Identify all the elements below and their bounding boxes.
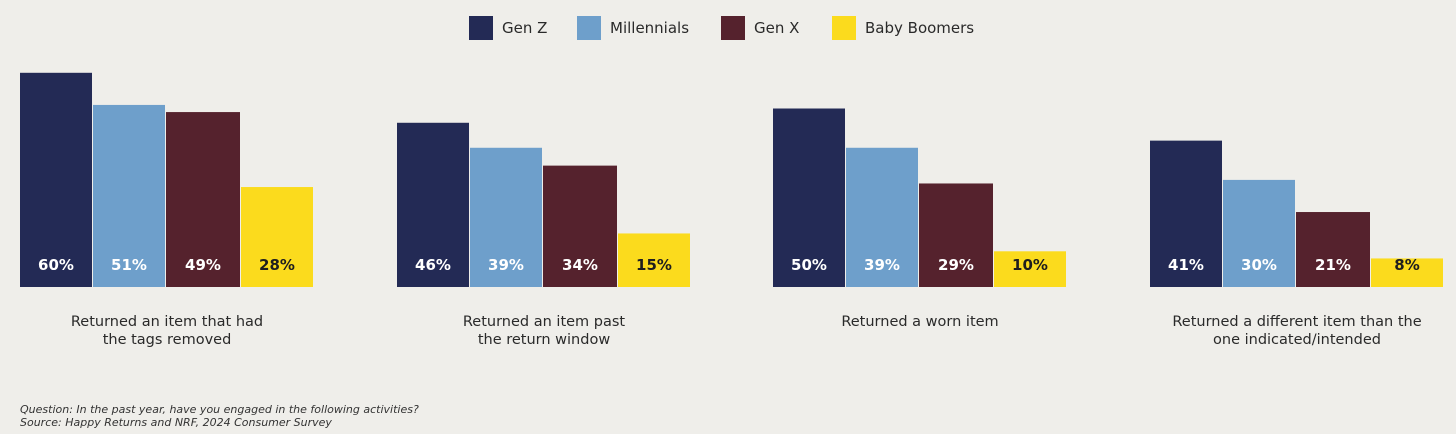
bar bbox=[618, 233, 690, 287]
bar-value-label: 50% bbox=[791, 256, 827, 274]
legend-swatch-millennials bbox=[577, 16, 601, 40]
bar-value-label: 15% bbox=[636, 256, 672, 274]
bar bbox=[773, 108, 845, 287]
bar bbox=[1296, 212, 1370, 287]
survey-question: Question: In the past year, have you eng… bbox=[20, 403, 419, 416]
bar-value-label: 28% bbox=[259, 256, 295, 274]
bar bbox=[1371, 258, 1443, 287]
bar bbox=[241, 187, 313, 287]
bar bbox=[93, 104, 165, 288]
bar-value-label: 34% bbox=[562, 256, 598, 274]
bar-value-label: 8% bbox=[1394, 256, 1419, 274]
legend-label-gen-x: Gen X bbox=[754, 19, 799, 37]
chart-legend: Gen Z Millennials Gen X Baby Boomers bbox=[469, 16, 974, 40]
bar bbox=[470, 147, 542, 287]
legend-swatch-baby-boomers bbox=[832, 16, 856, 40]
bar-value-label: 39% bbox=[864, 256, 900, 274]
bar-group-1: 60% 51% 49% 28% Returned an item that had the… bbox=[20, 72, 313, 348]
bar-value-label: 60% bbox=[38, 256, 74, 274]
legend-label-baby-boomers: Baby Boomers bbox=[865, 19, 974, 37]
legend-swatch-gen-z bbox=[469, 16, 493, 40]
bar-value-label: 10% bbox=[1012, 256, 1048, 274]
bar bbox=[397, 122, 469, 287]
bar bbox=[994, 251, 1066, 287]
bar bbox=[1223, 179, 1295, 287]
bar-value-label: 41% bbox=[1168, 256, 1204, 274]
category-label: Returned a worn item bbox=[841, 314, 998, 330]
bar-value-label: 51% bbox=[111, 256, 147, 274]
bar-value-label: 30% bbox=[1241, 256, 1277, 274]
category-label: Returned an item past bbox=[463, 314, 626, 330]
bar-group-3: 50% 39% 29% 10% Returned a worn item bbox=[773, 108, 1066, 330]
bar-value-label: 29% bbox=[938, 256, 974, 274]
bar-groups: 60% 51% 49% 28% Returned an item that had the… bbox=[20, 72, 1443, 348]
bar bbox=[1150, 140, 1222, 287]
bar-value-label: 21% bbox=[1315, 256, 1351, 274]
category-label: Returned a different item than the bbox=[1172, 314, 1421, 330]
legend-label-millennials: Millennials bbox=[610, 19, 689, 37]
bar-group-4: 41% 30% 21% 8% Returned a different item tha… bbox=[1150, 140, 1443, 348]
category-label: Returned an item that had bbox=[71, 314, 263, 330]
bar bbox=[919, 183, 993, 287]
bar bbox=[846, 147, 918, 287]
bar bbox=[166, 112, 240, 287]
category-label: the tags removed bbox=[103, 332, 232, 348]
legend-swatch-gen-x bbox=[721, 16, 745, 40]
legend-label-gen-z: Gen Z bbox=[502, 19, 547, 37]
bar-value-label: 46% bbox=[415, 256, 451, 274]
bar-value-label: 39% bbox=[488, 256, 524, 274]
category-label: one indicated/intended bbox=[1213, 332, 1381, 348]
category-label: the return window bbox=[478, 332, 611, 348]
bar-group-2: 46% 39% 34% 15% Returned an item past the ret… bbox=[397, 122, 690, 348]
bar bbox=[543, 165, 617, 287]
survey-source: Source: Happy Returns and NRF, 2024 Cons… bbox=[20, 416, 332, 429]
bar-value-label: 49% bbox=[185, 256, 221, 274]
bar bbox=[20, 72, 92, 287]
